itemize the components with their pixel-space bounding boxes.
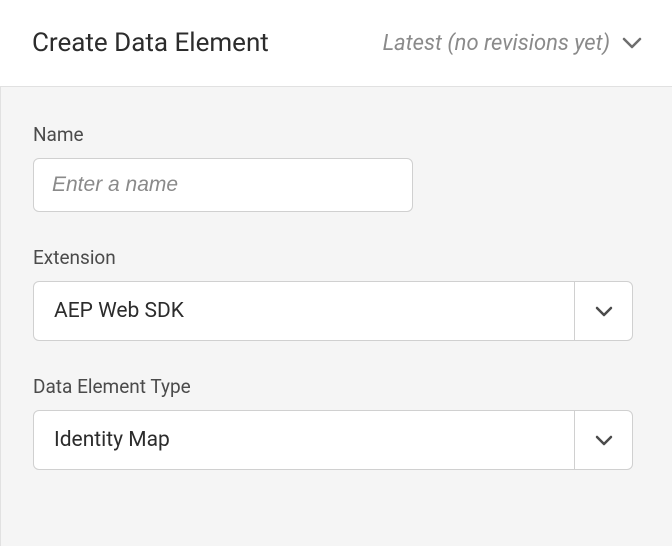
- page-header: Create Data Element Latest (no revisions…: [0, 0, 672, 86]
- extension-select[interactable]: AEP Web SDK: [33, 281, 633, 341]
- name-field-group: Name: [33, 123, 642, 212]
- data-element-type-selected-value: Identity Map: [34, 411, 574, 469]
- extension-label: Extension: [33, 246, 642, 269]
- extension-selected-value: AEP Web SDK: [34, 282, 574, 340]
- revision-selector[interactable]: Latest (no revisions yet): [383, 31, 642, 56]
- chevron-down-icon: [574, 411, 632, 469]
- revision-label: Latest (no revisions yet): [383, 31, 610, 56]
- data-element-type-field-group: Data Element Type Identity Map: [33, 375, 642, 470]
- form-panel: Name Extension AEP Web SDK Data Element …: [0, 86, 672, 546]
- chevron-down-icon: [574, 282, 632, 340]
- chevron-down-icon: [622, 37, 642, 49]
- data-element-type-select[interactable]: Identity Map: [33, 410, 633, 470]
- name-input[interactable]: [33, 158, 413, 212]
- data-element-type-label: Data Element Type: [33, 375, 642, 398]
- extension-field-group: Extension AEP Web SDK: [33, 246, 642, 341]
- name-label: Name: [33, 123, 642, 146]
- page-title: Create Data Element: [32, 28, 269, 58]
